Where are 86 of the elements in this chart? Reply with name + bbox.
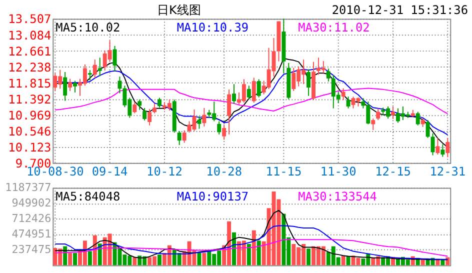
y-tick-label: 13.084 [8, 28, 52, 42]
bar [306, 248, 311, 266]
bar [246, 244, 251, 266]
candlestick [73, 80, 78, 93]
candlestick [132, 101, 137, 114]
bar [436, 260, 440, 266]
text: MA10:90137 [176, 190, 249, 204]
text: MA30:133544 [298, 190, 377, 204]
bar [68, 252, 72, 266]
text: MA5:10.02 [56, 20, 120, 35]
bar [88, 251, 92, 266]
y-tick-label: 10.123 [8, 140, 52, 154]
y-tick-label: 12.238 [8, 60, 52, 74]
y-tick-label: 712426 [12, 212, 52, 226]
candlestick [227, 88, 232, 135]
chart-subtitle: 2010-12-31 15:31:36 [332, 2, 468, 17]
bar [446, 257, 450, 266]
text: MA10:10.39 [176, 20, 249, 35]
candlestick [148, 108, 152, 126]
bar [341, 256, 346, 266]
candlestick [341, 88, 346, 101]
candlestick [246, 85, 251, 100]
y-tick-label: 11.392 [8, 92, 52, 106]
candlestick [232, 84, 236, 104]
y-tick-label: 10.969 [8, 108, 52, 122]
candlestick [202, 107, 206, 128]
x-tick-label: 12-31 [430, 164, 466, 178]
candlestick [222, 124, 226, 140]
candlestick [68, 78, 72, 92]
candlestick [446, 137, 450, 158]
y-tick-label: 11.815 [8, 76, 52, 90]
bar [252, 230, 256, 266]
text: MA30:11.02 [298, 20, 370, 35]
line-series [54, 68, 448, 136]
candlestick [158, 97, 162, 108]
candlestick [177, 130, 182, 146]
x-tick-label: 10-12 [146, 164, 182, 178]
candlestick [346, 96, 350, 109]
y-tick-label: 10.546 [8, 124, 52, 138]
candlestick [376, 108, 380, 121]
x-tick-label: 09-14 [92, 164, 128, 178]
x-tick-label: 11-30 [320, 164, 356, 178]
candlestick [182, 130, 186, 144]
candlestick [142, 107, 147, 121]
candlestick [112, 45, 117, 72]
x-tick-label: 12-15 [375, 164, 411, 178]
candlestick [371, 118, 376, 130]
candlestick [416, 111, 420, 126]
candlestick [436, 137, 440, 156]
candlestick [92, 59, 97, 79]
candlestick [197, 116, 202, 130]
y-tick-label: 12.661 [8, 44, 52, 58]
candlestick [217, 120, 222, 135]
bar [202, 252, 206, 266]
candlestick [430, 132, 435, 156]
bar [440, 260, 445, 266]
candlestick [440, 144, 445, 158]
candlestick [63, 72, 68, 102]
y-tick-label: 949902 [12, 196, 52, 210]
y-tick-label: 13.507 [8, 12, 52, 26]
x-tick-label: 10-28 [206, 164, 242, 178]
bar [73, 252, 78, 266]
candlestick [306, 68, 311, 96]
bar [158, 254, 162, 266]
candlestick [252, 77, 256, 104]
candlestick [256, 78, 261, 98]
candlestick [88, 70, 92, 81]
bar [132, 257, 137, 266]
candlestick [326, 68, 330, 82]
chart-title: 日K线图 [157, 2, 201, 17]
y-tick-label: 474951 [12, 228, 52, 241]
bar [346, 256, 350, 266]
candlestick [138, 99, 142, 110]
candlestick [152, 102, 157, 114]
bar [197, 252, 202, 266]
line-series [54, 225, 448, 260]
candlestick [98, 57, 102, 77]
y-tick-label: 1187377 [5, 181, 52, 194]
candlestick [426, 120, 430, 138]
bar [98, 244, 102, 266]
x-tick-label: 11-15 [266, 164, 302, 178]
text: MA5:84048 [56, 190, 120, 204]
bar [256, 240, 261, 266]
y-tick-label: 237475 [12, 243, 52, 256]
line-series [54, 239, 448, 257]
bar [420, 260, 425, 266]
